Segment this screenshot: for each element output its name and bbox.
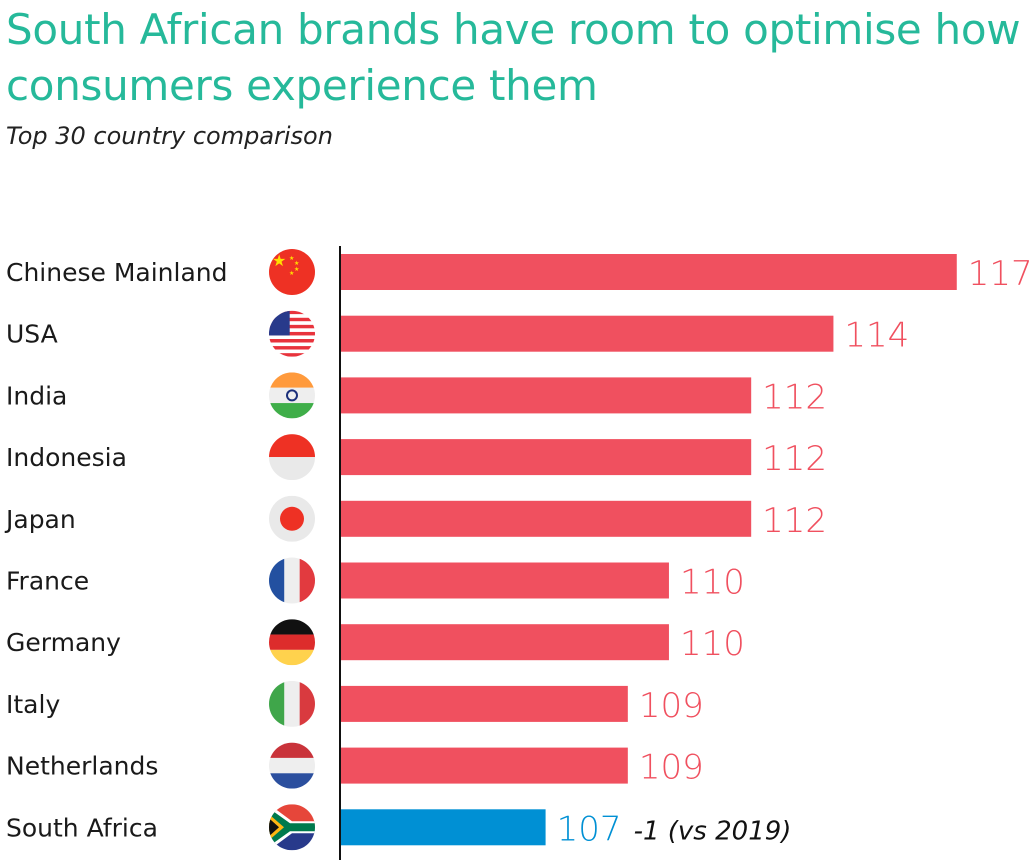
bar [341,254,957,290]
svg-text:★: ★ [272,251,286,270]
bar-row: South Africa 107 -1 (vs 2019) [6,809,791,849]
svg-text:★: ★ [289,255,294,262]
bar [341,377,752,414]
bar [341,624,669,661]
value-label: 112 [762,377,827,417]
category-label: Japan [4,505,76,534]
bar-row: Netherlands 109 [6,747,704,788]
category-label: Italy [6,690,60,719]
bar-row: India 112 [6,377,827,417]
bar [341,315,834,352]
svg-text:★: ★ [294,260,299,267]
usa-flag-icon [269,310,315,357]
value-label: 110 [680,624,745,664]
bar [341,439,752,476]
value-label: 112 [762,501,827,541]
value-label: 114 [844,316,909,356]
category-label: Netherlands [6,752,158,781]
category-label: USA [6,320,58,349]
bar-row: Indonesia 112 [6,439,827,479]
value-label: 110 [680,563,745,603]
value-label: 109 [639,748,704,788]
south-africa-flag-icon [269,804,315,851]
netherlands-flag-icon [269,742,315,789]
chart-subtitle: Top 30 country comparison [6,122,333,150]
category-label: Indonesia [6,443,127,472]
china-flag-icon: ★ ★★★★ [269,249,315,295]
india-flag-icon [269,372,315,419]
category-label: South Africa [6,813,158,842]
chart-title: South African brands have room to optimi… [6,5,1021,110]
bar [341,500,752,537]
change-annotation: -1 (vs 2019) [634,816,792,846]
bar [341,685,628,722]
svg-text:★: ★ [294,266,299,273]
bar-row: Chinese Mainland 117 [6,254,1033,294]
value-label: 107 [557,809,622,849]
bar [341,562,669,599]
bar-row: Italy 109 [6,685,704,726]
japan-flag-icon [269,495,315,542]
indonesia-flag-icon [269,434,315,481]
italy-flag-icon [269,680,315,727]
value-label: 109 [639,686,704,726]
bar-row: Japan 112 [4,500,827,541]
germany-flag-icon [269,619,315,666]
svg-text:★: ★ [289,270,294,277]
value-label: 112 [762,439,827,479]
bar-row: Germany 110 [6,624,745,664]
bar [341,747,628,784]
value-label: 117 [968,254,1033,294]
bar-row: France 110 [6,562,745,603]
category-label: Chinese Mainland [6,258,227,287]
category-label: Germany [6,628,121,657]
france-flag-icon [269,557,315,604]
category-label: France [6,567,89,596]
category-label: India [6,381,67,410]
bar [341,809,546,846]
bar-row: USA 114 [6,315,909,356]
